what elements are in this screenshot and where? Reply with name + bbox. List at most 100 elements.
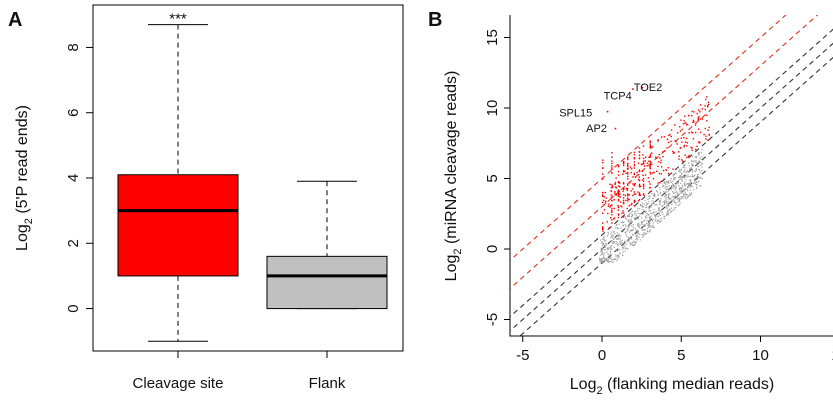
- scatter-point: [630, 211, 632, 213]
- scatter-point-red: [653, 171, 655, 174]
- scatter-point-red: [685, 137, 688, 140]
- scatter-point: [632, 242, 634, 244]
- scatter-point-red: [642, 174, 644, 177]
- scatter-point-red: [622, 202, 625, 205]
- scatter-point: [679, 171, 681, 173]
- scatter-point: [674, 197, 676, 199]
- scatter-point: [640, 221, 642, 223]
- scatter-point-red: [703, 133, 705, 136]
- scatter-point: [668, 189, 670, 191]
- scatter-point: [691, 160, 693, 162]
- scatter-point: [643, 229, 645, 231]
- scatter-point: [611, 261, 613, 263]
- scatter-point: [616, 254, 618, 256]
- scatter-point: [690, 181, 692, 183]
- scatter-point: [631, 221, 634, 223]
- significance-annotation: ***: [169, 11, 187, 28]
- scatter-point-red: [622, 190, 624, 193]
- scatter-point-red: [649, 156, 651, 158]
- scatter-point-red: [617, 194, 620, 196]
- scatter-point: [694, 178, 696, 180]
- scatter-point: [640, 204, 643, 206]
- scatter-point: [637, 231, 639, 233]
- scatter-point: [678, 176, 681, 178]
- scatter-point: [667, 205, 670, 207]
- scatter-point-red: [639, 194, 642, 197]
- scatter-point-red: [699, 104, 702, 106]
- scatter-point: [648, 208, 650, 210]
- scatter-point: [640, 228, 642, 230]
- scatter-point: [630, 229, 632, 231]
- scatter-point: [602, 253, 604, 255]
- scatter-point: [651, 193, 653, 195]
- scatter-point-red: [642, 145, 645, 147]
- scatter-point: [649, 216, 651, 218]
- scatter-point-red: [683, 144, 686, 147]
- scatter-point: [680, 188, 682, 190]
- scatter-point: [641, 236, 644, 239]
- x-tick-label: 15: [831, 347, 833, 364]
- scatter-point-red: [704, 127, 706, 130]
- scatter-point-red: [628, 198, 630, 201]
- scatter-point: [600, 253, 603, 255]
- scatter-point: [675, 187, 677, 189]
- scatter-point: [613, 241, 615, 243]
- scatter-point: [628, 219, 630, 221]
- scatter-point: [629, 244, 632, 246]
- scatter-point-red: [619, 201, 622, 203]
- scatter-point: [671, 204, 673, 206]
- scatter-point: [701, 149, 703, 151]
- scatter-point-red: [678, 155, 680, 157]
- scatter-point-red: [657, 165, 659, 168]
- scatter-point: [665, 195, 667, 197]
- scatter-point: [679, 202, 681, 204]
- scatter-point-red: [642, 193, 645, 195]
- scatter-point: [628, 239, 630, 241]
- reference-line: [510, 28, 833, 318]
- scatter-point: [599, 261, 601, 263]
- scatter-point: [657, 207, 660, 209]
- scatter-point: [611, 259, 613, 261]
- scatter-point: [684, 185, 686, 187]
- scatter-point: [657, 223, 659, 225]
- scatter-point-red: [602, 212, 604, 215]
- scatter-point: [673, 201, 675, 204]
- scatter-point: [599, 259, 601, 261]
- scatter-point: [628, 238, 631, 240]
- scatter-point: [664, 187, 666, 189]
- scatter-point: [634, 218, 636, 220]
- scatter-point: [630, 219, 632, 221]
- scatter-point-red: [682, 160, 684, 162]
- scatter-point: [641, 228, 643, 230]
- scatter-point: [678, 185, 680, 187]
- scatter-point-red: [660, 136, 663, 138]
- scatter-point: [647, 206, 650, 209]
- scatter-point: [634, 211, 636, 213]
- scatter-point-red: [604, 191, 606, 194]
- scatter-point: [601, 249, 603, 251]
- scatter-point: [637, 218, 639, 220]
- scatter-point-red: [693, 121, 695, 123]
- scatter-point-red: [642, 162, 645, 165]
- scatter-point: [606, 260, 608, 262]
- scatter-point: [626, 239, 629, 242]
- scatter-point: [683, 183, 685, 185]
- scatter-point-red: [649, 153, 652, 156]
- scatter-point-red: [609, 183, 611, 186]
- scatter-point-red: [680, 147, 682, 149]
- scatter-point: [684, 193, 686, 195]
- scatter-point: [652, 203, 655, 205]
- scatter-point: [653, 214, 656, 216]
- scatter-point: [637, 222, 640, 224]
- scatter-point: [636, 237, 638, 239]
- scatter-point: [653, 208, 655, 211]
- scatter-point: [618, 257, 620, 259]
- scatter-point-red: [707, 104, 709, 107]
- scatter-point: [665, 201, 667, 203]
- scatter-point: [690, 185, 692, 187]
- scatter-point-red: [626, 187, 629, 190]
- scatter-point-red: [617, 185, 620, 187]
- reference-line: [519, 56, 833, 336]
- scatter-point: [603, 244, 605, 246]
- scatter-point: [601, 242, 604, 244]
